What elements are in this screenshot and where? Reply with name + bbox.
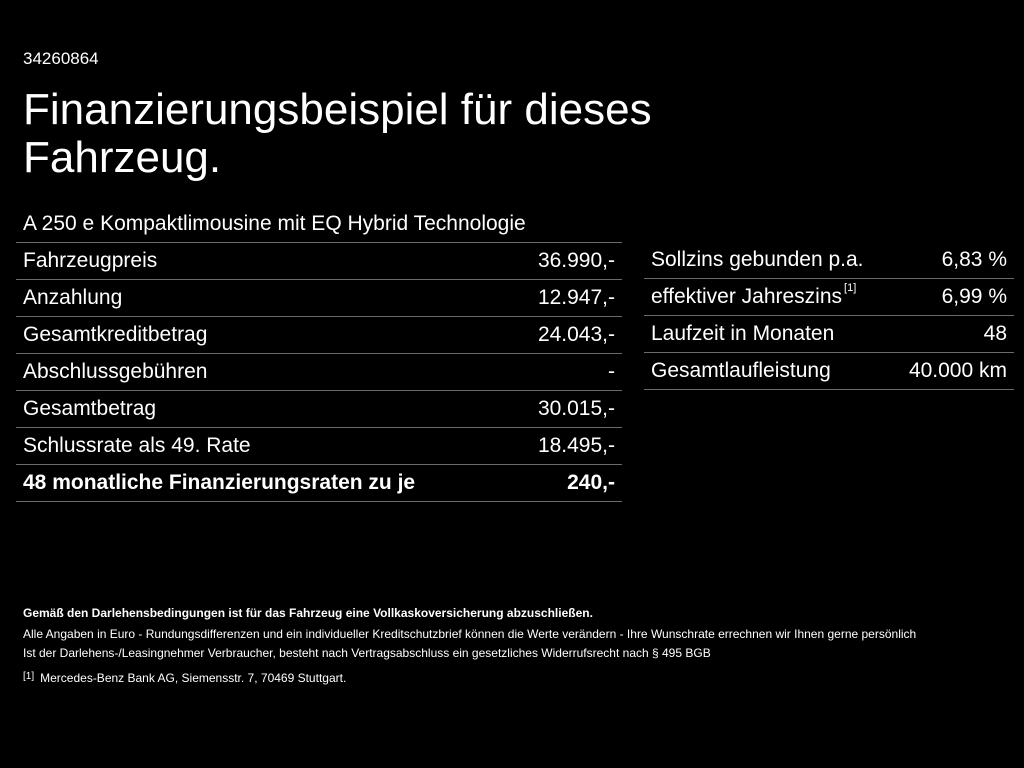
monthly-rate-row: 48 monatliche Finanzierungsraten zu je 2… [16, 464, 622, 502]
row-label: 48 monatliche Finanzierungsraten zu je [16, 464, 517, 502]
financing-table: Fahrzeugpreis 36.990,- Anzahlung 12.947,… [16, 242, 622, 502]
table-row: Gesamtkreditbetrag 24.043,- [16, 316, 622, 354]
table-row: effektiver Jahreszins [1] 6,99 % [644, 278, 1014, 316]
table-row: Schlussrate als 49. Rate 18.495,- [16, 427, 622, 465]
row-value: 24.043,- [516, 316, 622, 354]
row-label: effektiver Jahreszins [651, 285, 843, 308]
disclaimer-line: Alle Angaben in Euro - Rundungsdifferenz… [23, 627, 917, 641]
footnote-text: Mercedes-Benz Bank AG, Siemensstr. 7, 70… [40, 671, 347, 685]
row-value: 18.495,- [516, 427, 622, 465]
reference-number: 34260864 [23, 49, 99, 68]
row-label: Schlussrate als 49. Rate [16, 427, 517, 465]
conditions-table: Sollzins gebunden p.a. 6,83 % effektiver… [644, 242, 1014, 390]
row-value: 12.947,- [516, 279, 622, 317]
footnote-marker: [1] [23, 671, 35, 682]
row-value: 6,99 % [894, 278, 1014, 316]
row-label: Abschlussgebühren [16, 353, 517, 391]
row-value: - [516, 353, 622, 391]
page-title: Finanzierungsbeispiel für dieses Fahrzeu… [23, 85, 652, 182]
row-label: Laufzeit in Monaten [644, 315, 895, 353]
row-label: Anzahlung [16, 279, 517, 317]
row-label: Sollzins gebunden p.a. [644, 242, 895, 279]
insurance-notice: Gemäß den Darlehensbedingungen ist für d… [23, 606, 593, 620]
table-row: Fahrzeugpreis 36.990,- [16, 242, 622, 280]
table-row: Gesamtlaufleistung 40.000 km [644, 352, 1014, 390]
table-row: Gesamtbetrag 30.015,- [16, 390, 622, 428]
disclaimer-line: Ist der Darlehens-/Leasingnehmer Verbrau… [23, 646, 711, 660]
row-value: 36.990,- [516, 242, 622, 280]
row-value: 48 [894, 315, 1014, 353]
row-value: 240,- [516, 464, 622, 502]
table-row: Sollzins gebunden p.a. 6,83 % [644, 242, 1014, 279]
footnote: [1] Mercedes-Benz Bank AG, Siemensstr. 7,… [23, 671, 346, 685]
row-label: Fahrzeugpreis [16, 242, 517, 280]
table-row: Abschlussgebühren - [16, 353, 622, 391]
table-row: Laufzeit in Monaten 48 [644, 315, 1014, 353]
row-label: Gesamtkreditbetrag [16, 316, 517, 354]
footnote-marker: [1] [844, 282, 857, 294]
row-value: 6,83 % [894, 242, 1014, 279]
row-value: 40.000 km [894, 352, 1014, 390]
table-row: Anzahlung 12.947,- [16, 279, 622, 317]
vehicle-model: A 250 e Kompaktlimousine mit EQ Hybrid T… [23, 212, 526, 235]
row-value: 30.015,- [516, 390, 622, 428]
row-label: Gesamtbetrag [16, 390, 517, 428]
row-label: Gesamtlaufleistung [644, 352, 895, 390]
